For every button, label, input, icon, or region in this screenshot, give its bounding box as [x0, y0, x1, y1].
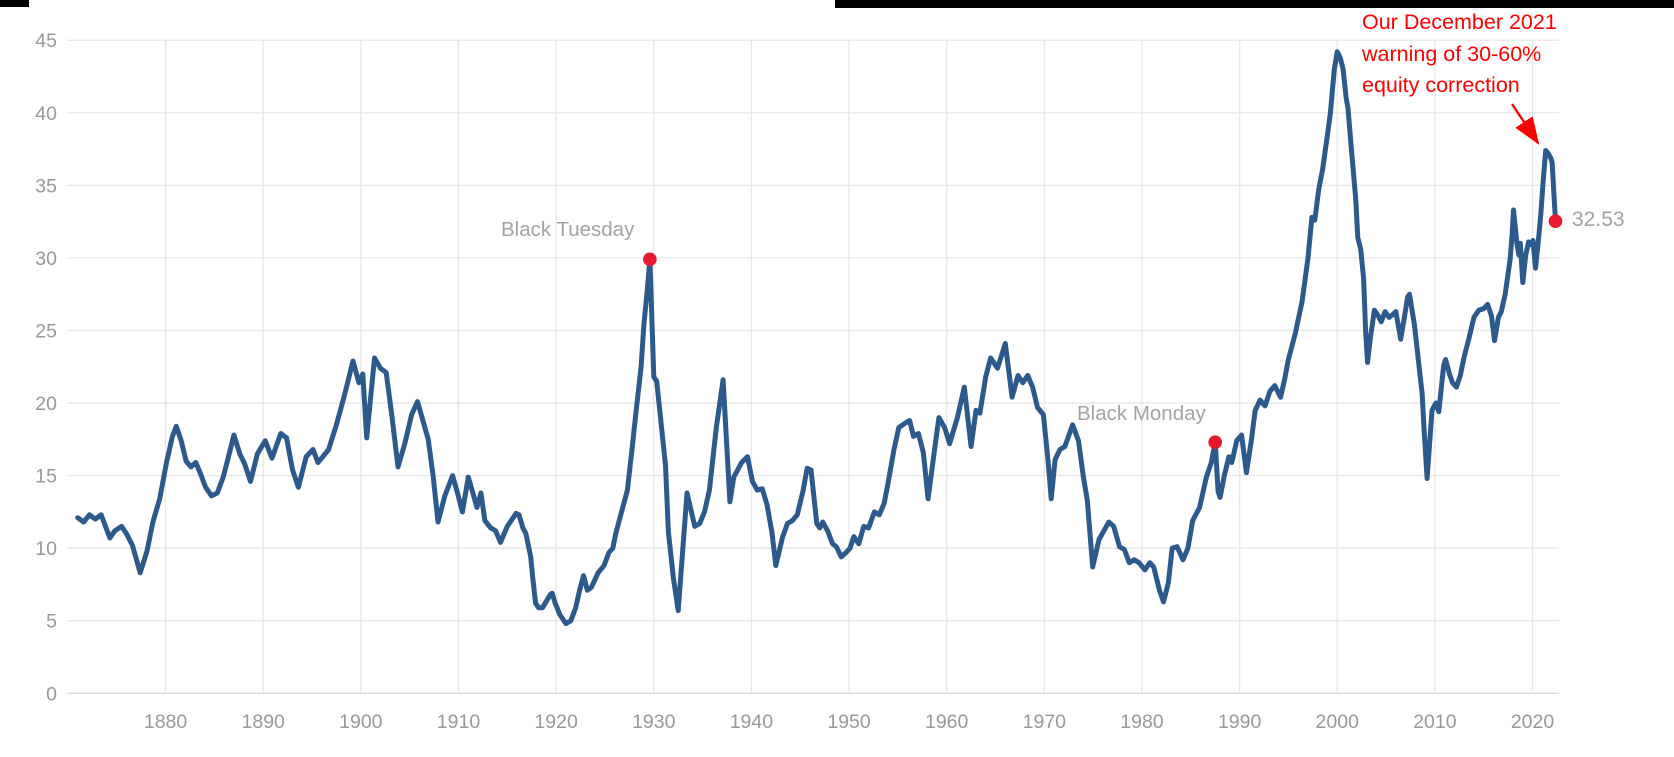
last-value-label: 32.53 [1572, 208, 1625, 231]
x-tick-label-1910: 1910 [437, 711, 481, 733]
marker-dot-1 [1208, 435, 1222, 450]
cape-line-series [75, 49, 1558, 627]
y-tick-label-5: 5 [46, 611, 57, 633]
y-tick-label-0: 0 [46, 683, 57, 705]
warning-annotation: Our December 2021 warning of 30-60% equi… [1362, 7, 1557, 102]
x-tick-label-1890: 1890 [242, 711, 286, 733]
warning-arrow-icon [1511, 103, 1540, 145]
x-tick-label-2010: 2010 [1413, 711, 1457, 733]
x-tick-label-1970: 1970 [1023, 711, 1067, 733]
y-tick-label-35: 35 [35, 175, 57, 197]
y-tick-label-15: 15 [35, 466, 57, 488]
black-monday-label: Black Monday [1077, 402, 1206, 425]
x-tick-label-1900: 1900 [339, 711, 383, 733]
x-tick-label-2020: 2020 [1511, 711, 1555, 733]
x-tick-label-2000: 2000 [1316, 711, 1360, 733]
x-tick-label-1990: 1990 [1218, 711, 1262, 733]
screenshot-artifact-bar-left [0, 0, 29, 7]
x-tick-label-1950: 1950 [827, 711, 871, 733]
warning-line-3: equity correction [1362, 73, 1520, 97]
x-tick-label-1980: 1980 [1120, 711, 1164, 733]
warning-line-1: Our December 2021 [1362, 10, 1557, 34]
y-tick-label-30: 30 [35, 248, 57, 270]
black-tuesday-label: Black Tuesday [501, 218, 635, 241]
x-tick-label-1940: 1940 [730, 711, 774, 733]
marker-dot-0 [643, 252, 657, 267]
x-tick-label-1960: 1960 [925, 711, 969, 733]
x-tick-label-1930: 1930 [632, 711, 676, 733]
x-tick-label-1880: 1880 [144, 711, 188, 733]
marker-dot-2 [1548, 214, 1563, 228]
y-tick-label-10: 10 [35, 538, 57, 560]
y-tick-label-40: 40 [35, 103, 57, 125]
y-tick-label-45: 45 [35, 30, 57, 52]
screenshot-artifact-bar-right [835, 0, 1674, 8]
y-tick-label-20: 20 [35, 393, 57, 415]
x-tick-label-1920: 1920 [534, 711, 578, 733]
y-tick-label-25: 25 [35, 320, 57, 342]
warning-line-2: warning of 30-60% [1362, 41, 1542, 66]
